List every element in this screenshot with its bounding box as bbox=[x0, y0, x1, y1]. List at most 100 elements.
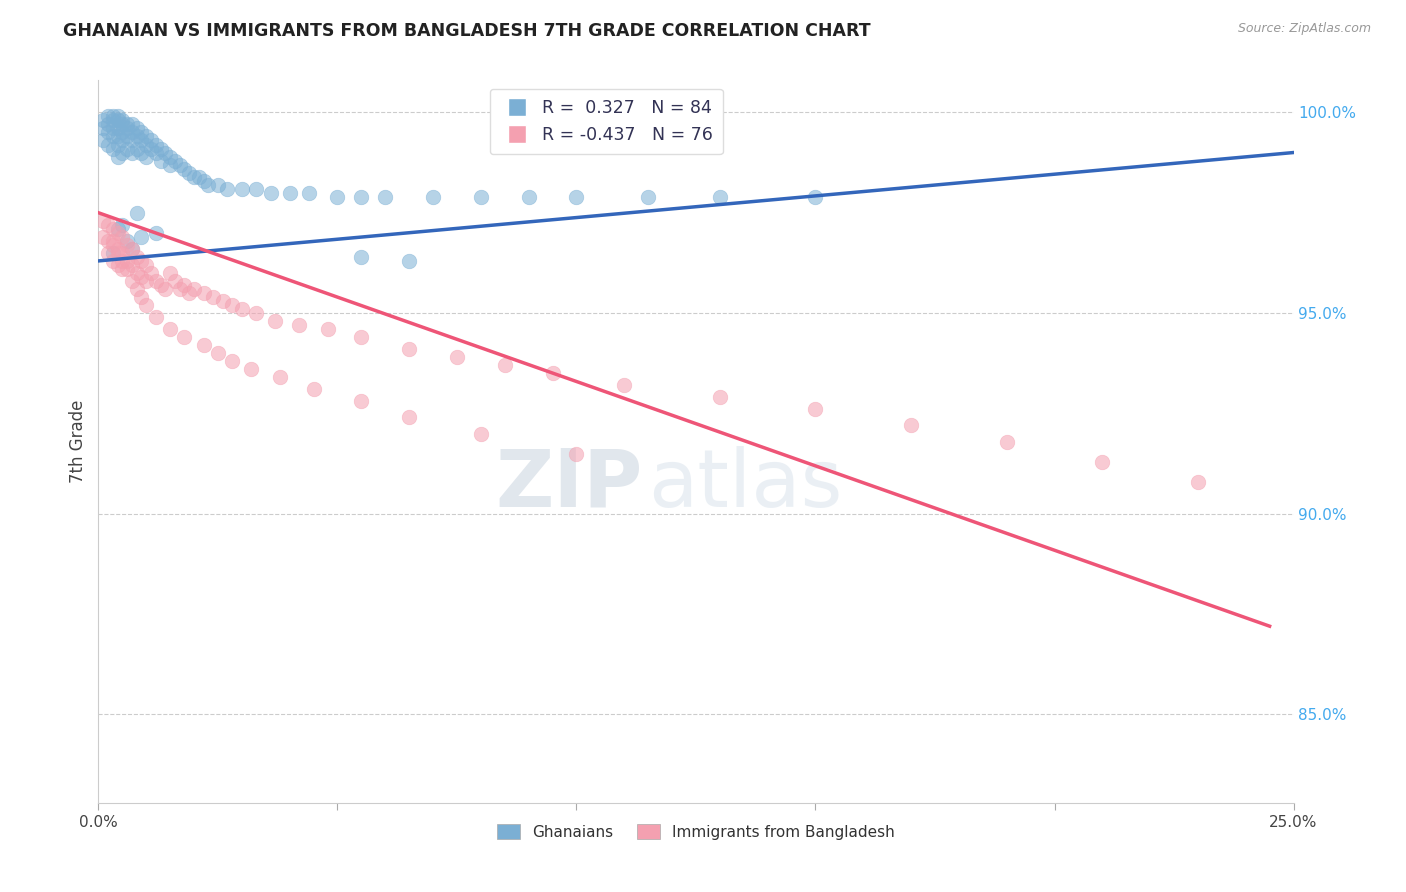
Point bbox=[121, 118, 143, 132]
Point bbox=[135, 129, 157, 144]
Point bbox=[159, 266, 181, 280]
Point bbox=[115, 254, 138, 268]
Point bbox=[115, 129, 138, 144]
Point bbox=[193, 174, 215, 188]
Point bbox=[97, 218, 120, 232]
Point bbox=[101, 129, 124, 144]
Point bbox=[125, 129, 148, 144]
Point bbox=[107, 137, 129, 152]
Point bbox=[101, 142, 124, 156]
Point bbox=[398, 254, 420, 268]
Point bbox=[374, 190, 396, 204]
Point bbox=[221, 298, 243, 312]
Point bbox=[613, 378, 636, 392]
Point bbox=[565, 190, 588, 204]
Point bbox=[121, 274, 143, 288]
Point bbox=[541, 367, 564, 381]
Point bbox=[131, 145, 153, 160]
Point bbox=[115, 118, 138, 132]
Point bbox=[163, 153, 186, 168]
Point bbox=[101, 246, 124, 260]
Point bbox=[211, 294, 233, 309]
Point bbox=[91, 134, 114, 148]
Point bbox=[107, 258, 129, 272]
Point bbox=[107, 242, 129, 256]
Point bbox=[637, 190, 659, 204]
Point bbox=[131, 134, 153, 148]
Point bbox=[121, 242, 143, 256]
Point bbox=[97, 234, 120, 248]
Point bbox=[115, 262, 138, 277]
Point bbox=[115, 121, 138, 136]
Point bbox=[111, 118, 134, 132]
Point bbox=[207, 178, 229, 192]
Point bbox=[97, 246, 120, 260]
Point bbox=[125, 142, 148, 156]
Point bbox=[91, 121, 114, 136]
Point bbox=[101, 234, 124, 248]
Point bbox=[470, 190, 492, 204]
Point bbox=[111, 218, 134, 232]
Point bbox=[804, 402, 827, 417]
Point bbox=[111, 262, 134, 277]
Point bbox=[494, 358, 516, 372]
Point bbox=[107, 246, 129, 260]
Point bbox=[115, 234, 138, 248]
Point bbox=[259, 186, 281, 200]
Point bbox=[131, 290, 153, 304]
Point bbox=[125, 266, 148, 280]
Point bbox=[422, 190, 444, 204]
Point bbox=[302, 383, 325, 397]
Point bbox=[107, 222, 129, 236]
Point bbox=[202, 290, 225, 304]
Point bbox=[145, 137, 167, 152]
Point bbox=[183, 282, 205, 296]
Point bbox=[169, 282, 191, 296]
Point bbox=[111, 246, 134, 260]
Text: ZIP: ZIP bbox=[495, 446, 643, 524]
Point bbox=[131, 270, 153, 285]
Legend: Ghanaians, Immigrants from Bangladesh: Ghanaians, Immigrants from Bangladesh bbox=[491, 818, 901, 846]
Point bbox=[245, 306, 267, 320]
Point bbox=[231, 182, 253, 196]
Point bbox=[121, 242, 143, 256]
Point bbox=[111, 254, 134, 268]
Point bbox=[159, 150, 181, 164]
Text: GHANAIAN VS IMMIGRANTS FROM BANGLADESH 7TH GRADE CORRELATION CHART: GHANAIAN VS IMMIGRANTS FROM BANGLADESH 7… bbox=[63, 22, 870, 40]
Point bbox=[97, 118, 120, 132]
Point bbox=[101, 238, 124, 252]
Point bbox=[149, 142, 172, 156]
Point bbox=[139, 142, 162, 156]
Point bbox=[197, 178, 219, 192]
Point bbox=[139, 266, 162, 280]
Point bbox=[115, 238, 138, 252]
Point bbox=[155, 145, 177, 160]
Point bbox=[470, 426, 492, 441]
Point bbox=[398, 410, 420, 425]
Point bbox=[298, 186, 321, 200]
Point bbox=[135, 258, 157, 272]
Point bbox=[240, 362, 263, 376]
Point bbox=[145, 226, 167, 240]
Point bbox=[101, 113, 124, 128]
Point bbox=[97, 137, 120, 152]
Point bbox=[163, 274, 186, 288]
Point bbox=[135, 137, 157, 152]
Point bbox=[179, 166, 201, 180]
Point bbox=[398, 343, 420, 357]
Point bbox=[1187, 475, 1209, 489]
Point bbox=[183, 169, 205, 184]
Point bbox=[111, 134, 134, 148]
Point bbox=[1091, 455, 1114, 469]
Point bbox=[288, 318, 311, 333]
Point bbox=[709, 190, 731, 204]
Text: Source: ZipAtlas.com: Source: ZipAtlas.com bbox=[1237, 22, 1371, 36]
Point bbox=[145, 310, 167, 325]
Point bbox=[125, 282, 148, 296]
Point bbox=[111, 113, 134, 128]
Point bbox=[97, 126, 120, 140]
Point bbox=[91, 214, 114, 228]
Point bbox=[121, 258, 143, 272]
Point bbox=[91, 113, 114, 128]
Point bbox=[107, 113, 129, 128]
